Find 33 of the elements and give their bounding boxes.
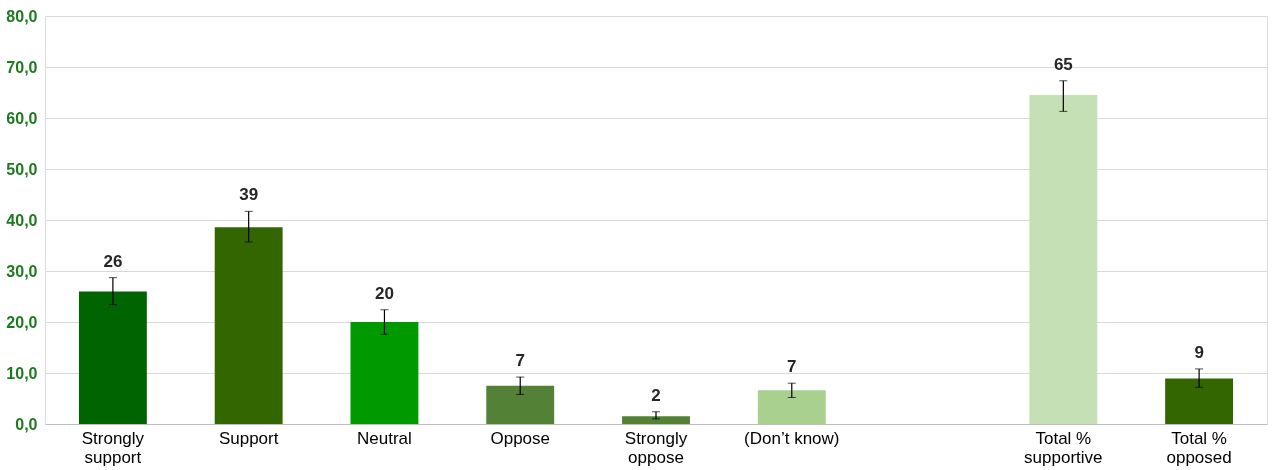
y-tick-label: 0,0 <box>15 415 38 433</box>
data-label: 26 <box>103 251 123 271</box>
y-tick-label: 70,0 <box>6 58 38 76</box>
y-tick-label: 30,0 <box>6 262 38 280</box>
data-label: 7 <box>787 357 797 377</box>
bar <box>350 322 419 424</box>
data-label: 2 <box>651 385 661 405</box>
bar <box>486 385 555 424</box>
bar <box>214 227 283 424</box>
y-tick-label: 50,0 <box>6 160 38 178</box>
x-tick-label: Strongly oppose <box>624 428 688 467</box>
x-tick-label: Strongly support <box>81 428 145 467</box>
y-tick-label: 40,0 <box>6 211 38 229</box>
x-tick-label: Oppose <box>490 428 550 448</box>
bar <box>757 390 826 424</box>
bar <box>622 416 690 424</box>
x-tick-label: Neutral <box>357 428 412 448</box>
bar <box>1165 378 1234 424</box>
data-label: 65 <box>1053 54 1073 74</box>
data-label: 9 <box>1194 342 1204 362</box>
x-tick-label: (Don’t know) <box>744 428 840 448</box>
y-tick-label: 80,0 <box>6 7 38 25</box>
x-tick-label: Total % supportive <box>1024 428 1103 467</box>
x-tick-label: Total % opposed <box>1166 428 1232 467</box>
y-tick-label: 60,0 <box>6 109 38 127</box>
data-label: 20 <box>374 283 394 303</box>
data-label: 39 <box>239 185 259 205</box>
y-tick-label: 20,0 <box>6 313 38 331</box>
data-label: 7 <box>515 351 525 371</box>
x-tick-label: Support <box>218 428 279 448</box>
y-tick-label: 10,0 <box>6 364 38 382</box>
bar <box>78 291 147 424</box>
bar <box>1029 95 1098 424</box>
